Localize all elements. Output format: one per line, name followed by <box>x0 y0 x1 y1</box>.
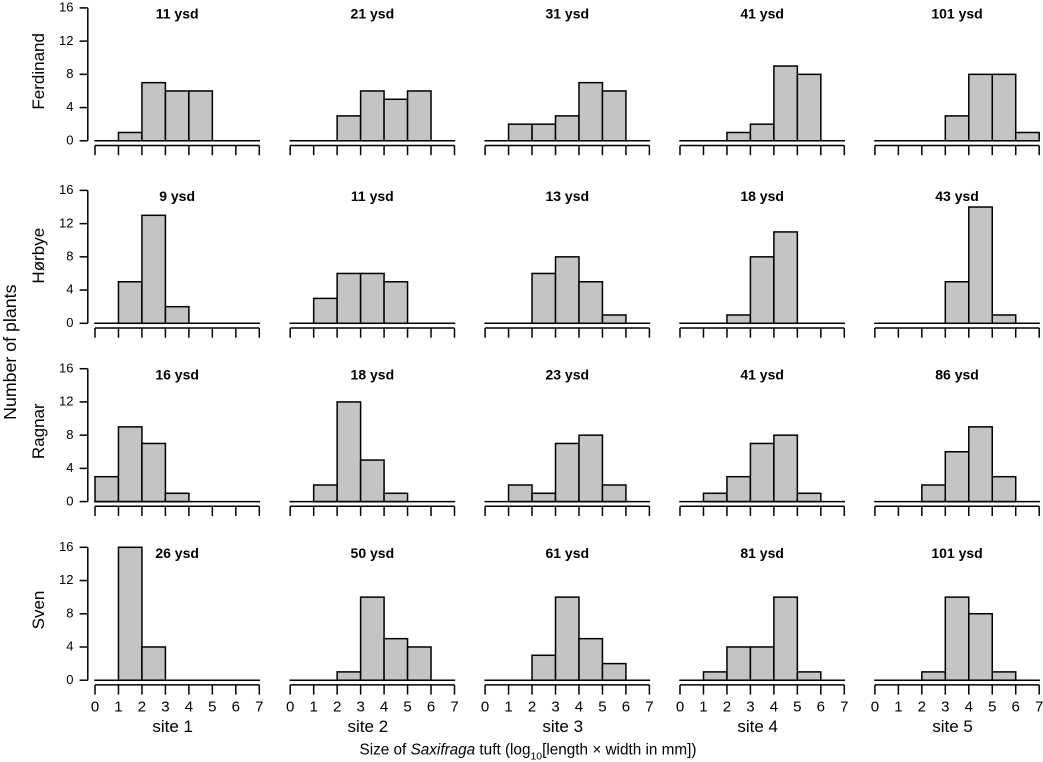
svg-text:23 ysd: 23 ysd <box>545 366 589 382</box>
svg-text:Ragnar: Ragnar <box>29 403 48 459</box>
svg-text:41 ysd: 41 ysd <box>740 6 784 22</box>
svg-text:16: 16 <box>59 539 73 554</box>
svg-text:0: 0 <box>91 699 99 716</box>
svg-text:7: 7 <box>255 699 263 716</box>
svg-text:6: 6 <box>427 699 435 716</box>
svg-text:16 ysd: 16 ysd <box>155 366 199 382</box>
svg-text:26 ysd: 26 ysd <box>155 545 199 561</box>
svg-text:2: 2 <box>723 699 731 716</box>
svg-text:site 4: site 4 <box>737 717 778 736</box>
svg-text:1: 1 <box>309 699 317 716</box>
svg-text:4: 4 <box>66 99 73 114</box>
svg-text:2: 2 <box>333 699 341 716</box>
svg-text:4: 4 <box>575 699 583 716</box>
svg-text:61 ysd: 61 ysd <box>545 545 589 561</box>
svg-text:7: 7 <box>645 699 653 716</box>
svg-text:50 ysd: 50 ysd <box>351 545 395 561</box>
svg-text:0: 0 <box>286 699 294 716</box>
svg-text:4: 4 <box>965 699 973 716</box>
svg-text:12: 12 <box>59 215 73 230</box>
svg-text:2: 2 <box>918 699 926 716</box>
svg-text:4: 4 <box>185 699 193 716</box>
svg-text:site 5: site 5 <box>932 717 973 736</box>
svg-text:7: 7 <box>1035 699 1043 716</box>
svg-text:site 1: site 1 <box>152 717 193 736</box>
svg-text:0: 0 <box>66 493 73 508</box>
svg-text:8: 8 <box>66 249 73 264</box>
svg-text:Number of plants: Number of plants <box>0 284 20 420</box>
svg-text:6: 6 <box>817 699 825 716</box>
svg-text:4: 4 <box>66 282 73 297</box>
svg-text:0: 0 <box>481 699 489 716</box>
svg-text:1: 1 <box>699 699 707 716</box>
svg-text:21 ysd: 21 ysd <box>351 6 395 22</box>
svg-text:5: 5 <box>208 699 216 716</box>
svg-text:3: 3 <box>941 699 949 716</box>
svg-text:Sven: Sven <box>29 591 48 630</box>
svg-text:3: 3 <box>746 699 754 716</box>
svg-text:41 ysd: 41 ysd <box>740 366 784 382</box>
svg-text:9 ysd: 9 ysd <box>159 188 195 204</box>
svg-text:16: 16 <box>59 0 73 15</box>
svg-text:12: 12 <box>59 33 73 48</box>
svg-text:6: 6 <box>622 699 630 716</box>
svg-text:1: 1 <box>114 699 122 716</box>
svg-text:43 ysd: 43 ysd <box>935 188 979 204</box>
svg-text:6: 6 <box>232 699 240 716</box>
svg-text:3: 3 <box>551 699 559 716</box>
svg-text:5: 5 <box>793 699 801 716</box>
svg-text:3: 3 <box>356 699 364 716</box>
svg-text:3: 3 <box>161 699 169 716</box>
svg-text:1: 1 <box>504 699 512 716</box>
svg-text:Size of Saxifraga tuft (log10[: Size of Saxifraga tuft (log10[length × w… <box>360 742 697 762</box>
svg-text:11 ysd: 11 ysd <box>156 6 199 22</box>
svg-text:Ferdinand: Ferdinand <box>29 33 48 110</box>
svg-text:8: 8 <box>66 427 73 442</box>
svg-text:16: 16 <box>59 360 73 375</box>
svg-text:5: 5 <box>403 699 411 716</box>
svg-text:2: 2 <box>138 699 146 716</box>
svg-text:81 ysd: 81 ysd <box>740 545 784 561</box>
svg-text:101 ysd: 101 ysd <box>931 545 982 561</box>
svg-text:86 ysd: 86 ysd <box>935 366 979 382</box>
svg-text:8: 8 <box>66 66 73 81</box>
svg-text:0: 0 <box>66 132 73 147</box>
svg-text:18 ysd: 18 ysd <box>351 366 395 382</box>
svg-text:7: 7 <box>840 699 848 716</box>
svg-text:1: 1 <box>894 699 902 716</box>
svg-text:31 ysd: 31 ysd <box>545 6 589 22</box>
svg-text:13 ysd: 13 ysd <box>545 188 589 204</box>
svg-text:0: 0 <box>676 699 684 716</box>
svg-text:0: 0 <box>871 699 879 716</box>
svg-text:Hørbye: Hørbye <box>29 228 48 284</box>
svg-text:16: 16 <box>59 182 73 197</box>
svg-text:12: 12 <box>59 394 73 409</box>
svg-text:5: 5 <box>598 699 606 716</box>
svg-text:8: 8 <box>66 605 73 620</box>
svg-text:101 ysd: 101 ysd <box>931 6 982 22</box>
svg-text:4: 4 <box>770 699 778 716</box>
svg-text:18 ysd: 18 ysd <box>740 188 784 204</box>
svg-text:5: 5 <box>988 699 996 716</box>
svg-text:6: 6 <box>1012 699 1020 716</box>
svg-text:7: 7 <box>450 699 458 716</box>
svg-text:4: 4 <box>66 639 73 654</box>
svg-text:12: 12 <box>59 572 73 587</box>
svg-text:site 2: site 2 <box>348 717 389 736</box>
svg-text:11 ysd: 11 ysd <box>351 188 394 204</box>
svg-text:4: 4 <box>380 699 388 716</box>
svg-text:site 3: site 3 <box>542 717 583 736</box>
svg-text:0: 0 <box>66 315 73 330</box>
svg-text:0: 0 <box>66 672 73 687</box>
svg-text:4: 4 <box>66 460 73 475</box>
svg-text:2: 2 <box>528 699 536 716</box>
